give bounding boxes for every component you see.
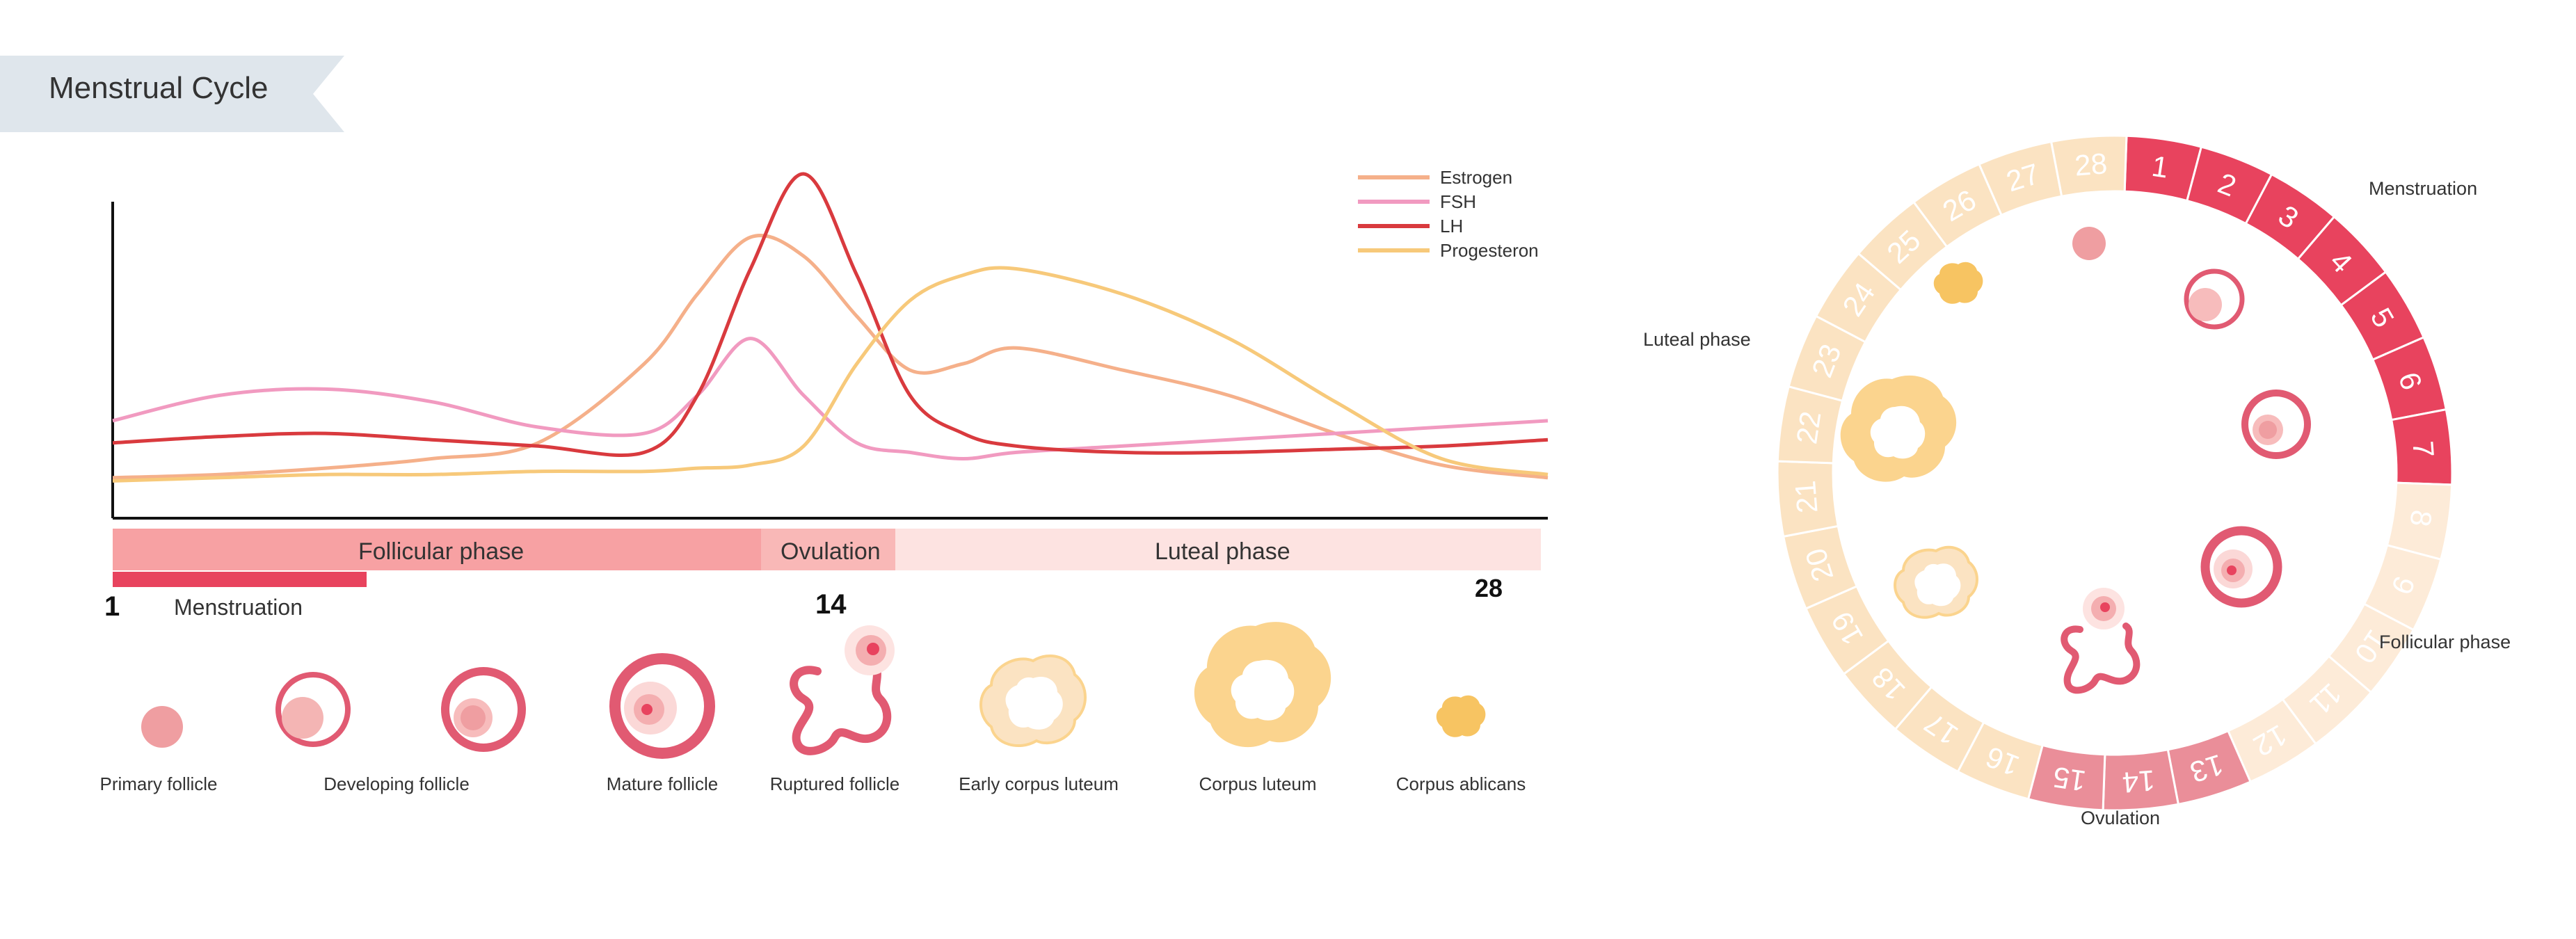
legend-label-fsh: FSH xyxy=(1440,191,1476,212)
wheel-corpus-luteum-cavity xyxy=(1870,406,1926,459)
wheel-corpus-ablicans xyxy=(1933,262,1983,304)
ring-day-label-7: 7 xyxy=(2406,440,2440,458)
wheel-mature-follicle-nucleus xyxy=(2227,565,2237,575)
wheel-follicular-label: Follicular phase xyxy=(2379,632,2511,652)
corpus-ablicans-body xyxy=(1436,695,1486,737)
luteal-phase-label: Luteal phase xyxy=(1155,538,1290,565)
ring-day-label-28: 28 xyxy=(2074,147,2109,182)
caption-primary-follicle: Primary follicle xyxy=(99,773,217,794)
legend-item-fsh: FSH xyxy=(1358,191,1476,212)
wheel-developing-follicle-cell xyxy=(2189,288,2222,321)
legend-label-progesterone: Progesteron xyxy=(1440,240,1539,261)
ring-segments: 1 234567891011121314151617181920212223242… xyxy=(1776,134,2454,812)
follicular-phase-bar xyxy=(113,529,761,570)
cycle-wheel: 1 234567891011121314151617181920212223242… xyxy=(1643,134,2511,828)
wheel-menstruation-label: Menstruation xyxy=(2369,178,2477,199)
follicle-stages: Primary follicle Developing follicle Mat… xyxy=(99,622,1526,794)
series-line-fsh xyxy=(112,337,1549,461)
ovulation-phase-bar xyxy=(761,529,895,570)
legend-label-estrogen: Estrogen xyxy=(1440,167,1512,188)
wheel-early-corpus-luteum-cavity xyxy=(1914,563,1961,607)
cycle-inner-disc xyxy=(1833,191,2397,755)
wheel-ruptured-follicle xyxy=(2061,588,2141,694)
wheel-developing-follicle xyxy=(2184,268,2245,330)
series-line-lh xyxy=(112,172,1549,458)
hormone-chart xyxy=(111,172,1549,520)
legend-item-lh: LH xyxy=(1358,216,1463,236)
corpus-luteum xyxy=(1194,622,1331,748)
mature-follicle xyxy=(609,653,715,759)
mature-follicle-nucleus xyxy=(641,704,653,715)
menstruation-bar xyxy=(113,572,367,587)
developing-follicle-2 xyxy=(441,667,526,752)
ruptured-follicle-wall xyxy=(790,660,892,755)
developing-follicle-cell xyxy=(282,697,323,739)
caption-developing-follicle: Developing follicle xyxy=(323,773,470,794)
legend-item-progesterone: Progesteron xyxy=(1358,240,1539,261)
day-14-marker: 14 xyxy=(815,589,847,620)
wheel-mature-follicle xyxy=(2200,526,2282,608)
caption-corpus-ablicans: Corpus ablicans xyxy=(1396,773,1526,794)
caption-early-corpus-luteum: Early corpus luteum xyxy=(959,773,1119,794)
caption-corpus-luteum: Corpus luteum xyxy=(1199,773,1316,794)
developing-follicle-2-core xyxy=(461,705,486,730)
wheel-ovulation-label: Ovulation xyxy=(2081,808,2160,828)
corpus-ablicans xyxy=(1436,695,1486,737)
ring-day-label-21: 21 xyxy=(1789,479,1823,514)
wheel-ruptured-wall xyxy=(2061,623,2141,694)
wheel-early-corpus-luteum xyxy=(1894,545,1978,619)
series-line-progesterone xyxy=(112,266,1549,483)
series-group xyxy=(112,172,1549,483)
follicular-phase-label: Follicular phase xyxy=(358,538,524,565)
ovulation-phase-label: Ovulation xyxy=(781,538,881,565)
ruptured-follicle xyxy=(790,625,895,755)
wheel-primary-follicle xyxy=(2072,227,2106,260)
caption-mature-follicle: Mature follicle xyxy=(607,773,718,794)
developing-follicle-1 xyxy=(275,672,351,747)
menstruation-label: Menstruation xyxy=(174,595,303,620)
phase-bars: Follicular phase Ovulation Luteal phase … xyxy=(104,529,1541,622)
luteal-phase-bar xyxy=(895,529,1541,570)
wheel-developing-follicle-2-core xyxy=(2259,421,2277,439)
series-line-estrogen xyxy=(112,234,1549,480)
title-banner xyxy=(0,56,344,132)
ring-day-label-14: 14 xyxy=(2121,764,2156,798)
day-1-marker: 1 xyxy=(104,591,120,622)
wheel-luteal-label: Luteal phase xyxy=(1643,329,1751,350)
caption-ruptured-follicle: Ruptured follicle xyxy=(770,773,899,794)
early-corpus-luteum xyxy=(979,654,1087,748)
early-corpus-luteum-cavity xyxy=(1005,676,1063,730)
legend-label-lh: LH xyxy=(1440,216,1463,236)
corpus-luteum-cavity xyxy=(1231,659,1295,721)
ruptured-oocyte-nucleus xyxy=(867,643,879,655)
primary-follicle-cell xyxy=(141,706,183,748)
day-28-marker: 28 xyxy=(1475,574,1503,602)
primary-follicle xyxy=(141,706,183,748)
ring-day-label-22: 22 xyxy=(1790,409,1827,446)
chart-legend: Estrogen FSH LH Progesteron xyxy=(1358,167,1539,261)
page-title: Menstrual Cycle xyxy=(49,71,269,105)
wheel-developing-follicle-2 xyxy=(2241,390,2311,459)
legend-item-estrogen: Estrogen xyxy=(1358,167,1512,188)
ring-day-label-15: 15 xyxy=(2051,761,2088,798)
wheel-corpus-ablicans-body xyxy=(1933,262,1983,304)
wheel-corpus-luteum xyxy=(1840,375,1957,482)
wheel-ruptured-nucleus xyxy=(2100,602,2110,612)
